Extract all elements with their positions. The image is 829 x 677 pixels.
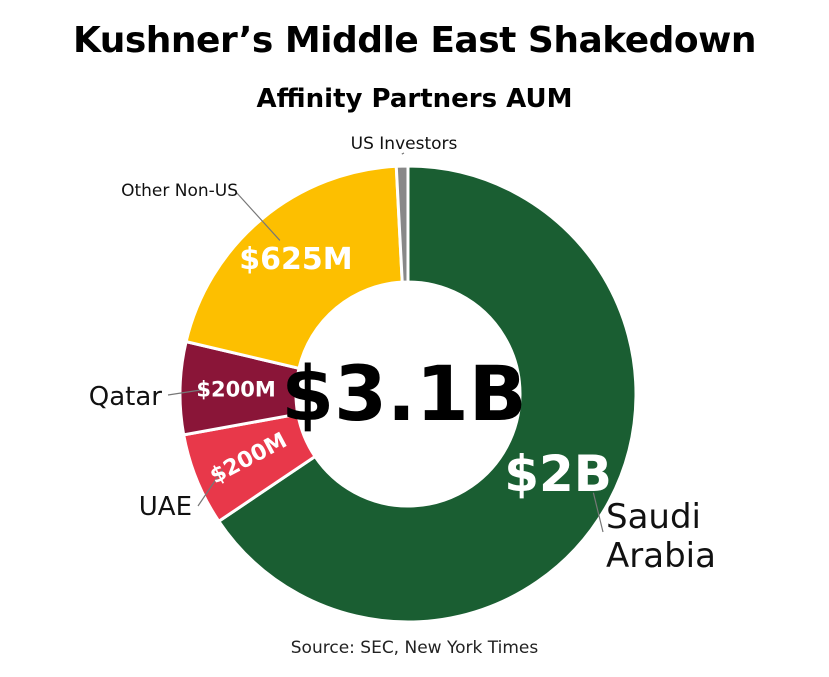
chart-title: Kushner’s Middle East Shakedown — [72, 20, 757, 61]
data-label-saudi-arabia: $2B — [504, 445, 612, 503]
data-label-other-non-us: $625M — [239, 242, 352, 277]
leader-line-uae — [197, 469, 224, 507]
slice-other-non-us — [184, 164, 404, 371]
donut-slices — [178, 164, 638, 624]
chart-subtitle: Affinity Partners AUM — [256, 84, 573, 114]
leader-lines — [167, 152, 604, 533]
leader-line-other-non-us — [235, 191, 281, 241]
category-label-saudi-arabia: Saudi Arabia — [606, 497, 716, 576]
center-total-label: $3.1B — [281, 349, 526, 438]
category-label-other-non-us: Other Non-US — [121, 181, 238, 201]
leader-line-qatar — [167, 388, 209, 396]
category-label-qatar: Qatar — [89, 382, 163, 412]
leader-line-us-investors — [401, 152, 405, 155]
source-note: Source: SEC, New York Times — [290, 638, 539, 658]
leader-line-saudi-arabia — [592, 492, 604, 533]
slice-us-investors — [394, 164, 410, 284]
category-label-us-investors: US Investors — [351, 134, 458, 154]
slice-saudi-arabia — [216, 164, 638, 624]
category-label-uae: UAE — [139, 492, 192, 522]
data-label-qatar: $200M — [196, 378, 275, 402]
